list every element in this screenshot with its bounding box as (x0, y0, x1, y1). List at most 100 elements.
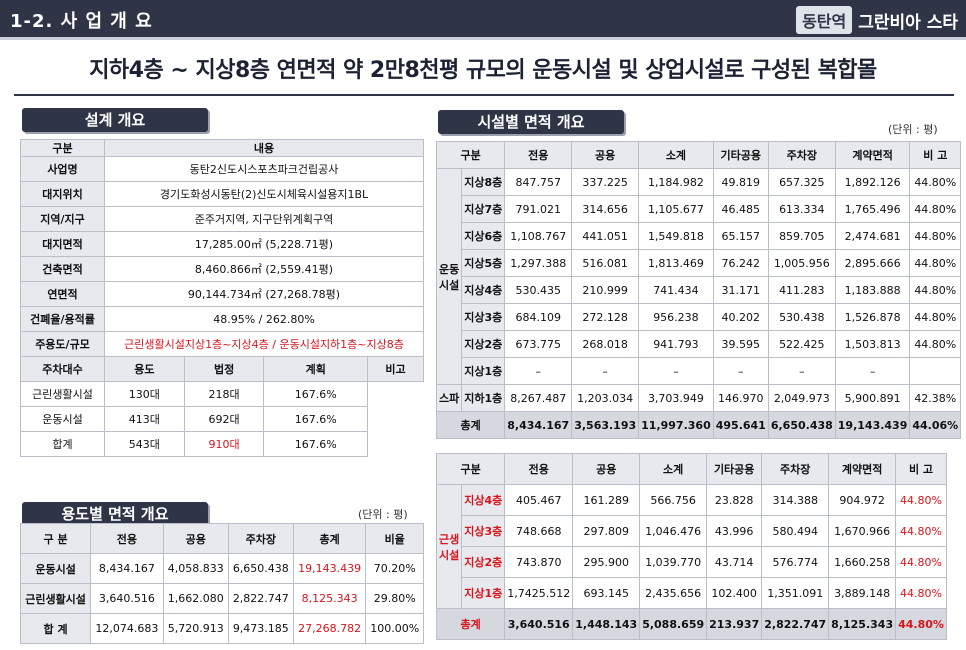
commercial-total-cell: 1,448.143 (572, 608, 641, 640)
facility-cell: 44.80% (909, 168, 962, 196)
parking-cell: 167.6% (263, 431, 369, 457)
facility-cell: – (767, 357, 836, 385)
commercial-cell: 지상3층 (461, 515, 506, 547)
facility-cell: 44.80% (909, 330, 962, 358)
commercial-cell: 566.756 (639, 484, 708, 516)
facility-total-cell: 19,143.439 (834, 411, 911, 439)
parking-row: 운동시설 413대 692대 167.6% (20, 406, 424, 432)
design-row: 지역/지구 준주거지역, 지구단위계획구역 (20, 206, 424, 232)
commercial-cell: 314.388 (761, 484, 830, 516)
facility-cell: 지상4층 (461, 276, 506, 304)
parking-label: 주차대수 (20, 356, 105, 382)
facility-cell: 1,813.469 (638, 249, 714, 277)
commercial-cell: 44.80% (895, 515, 947, 547)
facility-cell: 76.242 (712, 249, 769, 277)
facility-row: 지상6층 1,108.767 441.051 1,549.818 65.157 859.7… (437, 222, 962, 250)
usage-cell: 8,434.167 (90, 553, 164, 584)
usage-table: 구 분 전용 공용 주차장 총계 비율 운동시설 8,434.167 4,058.833 6,6… (19, 523, 424, 644)
parking-cell: 910대 (183, 431, 265, 457)
design-row-value: 90,144.734㎡ (27,268.78평) (104, 281, 424, 307)
facility-header-cell: 소계 (638, 141, 714, 169)
facility-cell: 522.425 (767, 330, 836, 358)
facility-cell: 2,049.973 (767, 384, 836, 412)
usage-cell: 근린생활시설 (19, 583, 92, 614)
commercial-cell: 44.80% (895, 577, 947, 609)
facility-cell: 지상3층 (461, 303, 506, 331)
commercial-total-cell: 총계 (435, 608, 506, 640)
design-row-label: 지역/지구 (20, 206, 105, 232)
facility-cell: 956.238 (638, 303, 714, 331)
facility-cell: 1,183.888 (834, 276, 911, 304)
facility-cell: 657.325 (767, 168, 836, 196)
facility-cell: 337.225 (571, 168, 640, 196)
commercial-cell: 1,039.770 (639, 546, 708, 578)
facility-header-cell: 구분 (435, 141, 506, 169)
facility-cell: 791.021 (504, 195, 573, 223)
parking-header: 계획 (263, 356, 369, 382)
facility-header-cell: 전용 (504, 141, 573, 169)
commercial-header-cell: 소계 (639, 453, 708, 485)
facility-cell: 673.775 (504, 330, 573, 358)
commercial-header-cell: 공용 (572, 453, 641, 485)
facility-cell: 44.80% (909, 249, 962, 277)
commercial-cell: 580.494 (761, 515, 830, 547)
commercial-cell: 43.996 (706, 515, 763, 547)
parking-cell: 413대 (104, 406, 185, 432)
facility-total-cell: 총계 (435, 411, 506, 439)
design-row-value: 경기도화성시동탄(2)신도시체육시설용지1BL (104, 181, 424, 207)
commercial-total-cell: 3,640.516 (504, 608, 574, 640)
facility-cell: 5,900.891 (834, 384, 911, 412)
parking-cell: 130대 (104, 381, 185, 407)
commercial-header-row: 구분 전용 공용 소계 기타공용 주차장 계약면적 비 고 (435, 453, 947, 485)
design-row: 사업명 동탄2신도시스포츠파크건립공사 (20, 156, 424, 182)
usage-cell: 29.80% (365, 583, 424, 614)
parking-cell: 167.6% (263, 406, 369, 432)
facility-cell: 44.80% (909, 222, 962, 250)
commercial-cell: 295.900 (572, 546, 641, 578)
facility-cell: 지상5층 (461, 249, 506, 277)
usage-header-cell: 주차장 (227, 523, 294, 554)
design-row-value: 준주거지역, 지구단위계획구역 (104, 206, 424, 232)
design-header-value: 내용 (104, 139, 424, 157)
usage-cell: 5,720.913 (162, 613, 229, 644)
facility-group-label: 운동 시설 (435, 168, 463, 385)
commercial-cell: 1,660.258 (828, 546, 897, 578)
facility-cell: – (712, 357, 769, 385)
design-row-label: 건축면적 (20, 256, 105, 282)
commercial-row: 근생 시설 지상4층 405.467 161.289 566.756 23.828 314.3… (435, 484, 947, 609)
design-row-label: 연면적 (20, 281, 105, 307)
facility-cell: 1,765.496 (834, 195, 911, 223)
facility-cell: 741.434 (638, 276, 714, 304)
commercial-row: 지상3층 748.668 297.809 1,046.476 43.996 580.494… (437, 515, 947, 547)
facility-row: 지상5층 1,297.388 516.081 1,813.469 76.242 1,005… (437, 249, 962, 277)
facility-total-cell: 3,563.193 (571, 411, 640, 439)
usage-cell: 19,143.439 (292, 553, 367, 584)
facility-cell: 49.819 (712, 168, 769, 196)
commercial-cell: 44.80% (895, 546, 947, 578)
facility-cell: – (504, 357, 573, 385)
usage-header-row: 구 분 전용 공용 주차장 총계 비율 (19, 523, 424, 554)
facility-total-cell: 495.641 (712, 411, 769, 439)
facility-total-cell: 8,434.167 (504, 411, 573, 439)
commercial-cell: 3,889.148 (828, 577, 897, 609)
commercial-total-cell: 213.937 (706, 608, 763, 640)
parking-header: 용도 (104, 356, 185, 382)
facility-cell: 516.081 (571, 249, 640, 277)
facility-cell: 314.656 (571, 195, 640, 223)
design-row: 건축면적 8,460.866㎡ (2,559.41평) (20, 256, 424, 282)
commercial-total-cell: 5,088.659 (639, 608, 708, 640)
usage-cell: 9,473.185 (227, 613, 294, 644)
facility-header-cell: 기타공용 (712, 141, 769, 169)
facility-cell: 지상1층 (461, 357, 506, 385)
usage-cell: 8,125.343 (292, 583, 367, 614)
usage-title: 용도별 면적 개요 (22, 502, 208, 526)
commercial-cell: 693.145 (572, 577, 641, 609)
facility-row: 지상1층 – – – – – – (437, 357, 962, 385)
commercial-group-label: 근생 시설 (435, 484, 463, 609)
facility-cell: 1,005.956 (767, 249, 836, 277)
facility-cell: 1,105.677 (638, 195, 714, 223)
commercial-total-cell: 44.80% (895, 608, 947, 640)
facility-cell: 1,203.034 (571, 384, 640, 412)
facility-cell: 3,703.949 (638, 384, 714, 412)
parking-row: 근린생활시설 130대 218대 167.6% (20, 381, 424, 407)
